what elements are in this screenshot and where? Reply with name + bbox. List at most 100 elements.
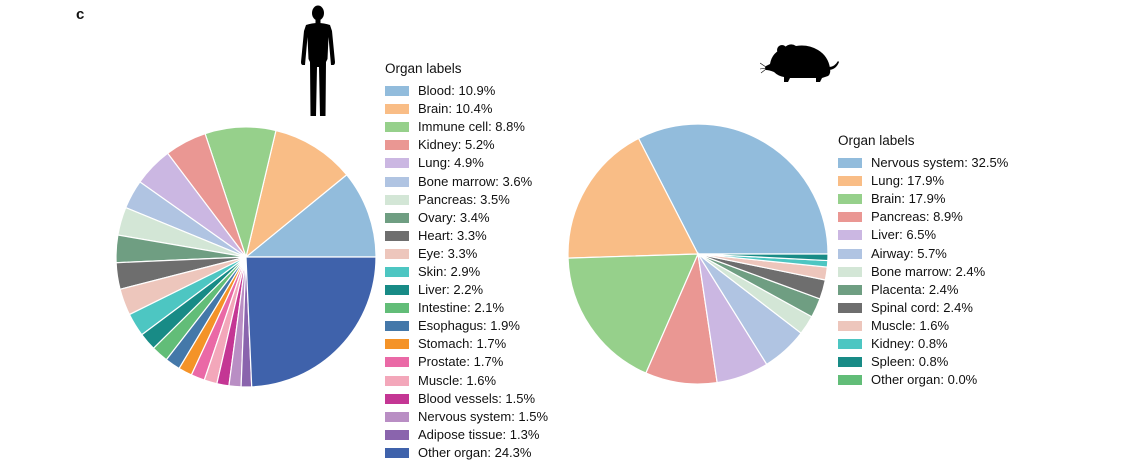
legend-swatch — [385, 357, 409, 368]
mouse-silhouette-icon — [760, 44, 839, 82]
legend-item: Blood vessels: 1.5% — [385, 390, 548, 408]
legend-swatch — [385, 140, 409, 151]
legend-label: Muscle: 1.6% — [418, 372, 497, 388]
human-silhouette-icon — [301, 5, 335, 116]
legend-item: Lung: 4.9% — [385, 154, 548, 172]
legend-swatch — [385, 429, 409, 440]
legend-item: Liver: 2.2% — [385, 281, 548, 299]
legend-label: Other organ: 24.3% — [418, 444, 532, 460]
legend-item: Muscle: 1.6% — [385, 372, 548, 390]
legend-items: Nervous system: 32.5% Lung: 17.9% Brain: 1… — [838, 154, 1008, 389]
legend-label: Heart: 3.3% — [418, 227, 487, 243]
legend-label: Spinal cord: 2.4% — [871, 299, 973, 315]
legend-item: Kidney: 5.2% — [385, 136, 548, 154]
legend-label: Lung: 4.9% — [418, 155, 484, 171]
legend-label: Skin: 2.9% — [418, 263, 481, 279]
legend-swatch — [385, 230, 409, 241]
pie-slice-nervous-system — [637, 123, 829, 255]
legend-swatch — [385, 266, 409, 277]
legend-swatch — [385, 393, 409, 404]
legend-swatch — [385, 194, 409, 205]
legend-label: Stomach: 1.7% — [418, 336, 507, 352]
legend-item: Spleen: 0.8% — [838, 353, 1008, 371]
legend-label: Nervous system: 32.5% — [871, 155, 1009, 171]
legend-label: Intestine: 2.1% — [418, 300, 504, 316]
legend-swatch — [838, 338, 862, 349]
legend-swatch — [385, 375, 409, 386]
legend-swatch — [385, 158, 409, 169]
legend-swatch — [385, 303, 409, 314]
legend-swatch — [838, 302, 862, 313]
legend-swatch — [385, 212, 409, 223]
legend-item: Bone marrow: 3.6% — [385, 172, 548, 190]
legend-swatch — [385, 411, 409, 422]
legend-swatch — [385, 248, 409, 259]
legend-item: Immune cell: 8.8% — [385, 118, 548, 136]
pie-slice-spleen — [697, 253, 829, 262]
legend-swatch — [838, 320, 862, 331]
legend-item: Bone marrow: 2.4% — [838, 263, 1008, 281]
legend-item: Kidney: 0.8% — [838, 335, 1008, 353]
legend-item: Spinal cord: 2.4% — [838, 299, 1008, 317]
legend-item: Adipose tissue: 1.3% — [385, 426, 548, 444]
legend-label: Airway: 5.7% — [871, 245, 947, 261]
legend-swatch — [838, 357, 862, 368]
legend-swatch — [385, 285, 409, 296]
legend-swatch — [838, 284, 862, 295]
legend-label: Spleen: 0.8% — [871, 354, 949, 370]
legend-label: Prostate: 1.7% — [418, 354, 504, 370]
legend-item: Nervous system: 1.5% — [385, 408, 548, 426]
legend-item: Skin: 2.9% — [385, 263, 548, 281]
legend-label: Lung: 17.9% — [871, 173, 945, 189]
legend-items: Blood: 10.9% Brain: 10.4% Immune cell: 8.8… — [385, 82, 548, 462]
legend-item: Stomach: 1.7% — [385, 335, 548, 353]
legend-mouse: Organ labels Nervous system: 32.5% Lung: … — [838, 132, 1008, 389]
legend-label: Adipose tissue: 1.3% — [418, 426, 540, 442]
pie-slice-lung — [567, 137, 699, 259]
legend-item: Heart: 3.3% — [385, 227, 548, 245]
legend-label: Placenta: 2.4% — [871, 281, 959, 297]
legend-swatch — [385, 122, 409, 133]
legend-swatch — [838, 176, 862, 187]
legend-item: Other organ: 24.3% — [385, 444, 548, 462]
legend-swatch — [385, 321, 409, 332]
legend-swatch — [838, 266, 862, 277]
legend-label: Bone marrow: 3.6% — [418, 173, 533, 189]
legend-swatch — [385, 86, 409, 97]
legend-swatch — [838, 375, 862, 386]
legend-item: Nervous system: 32.5% — [838, 154, 1008, 172]
pie-chart-human — [115, 126, 377, 388]
legend-label: Blood vessels: 1.5% — [418, 390, 536, 406]
legend-label: Blood: 10.9% — [418, 83, 496, 99]
legend-label: Liver: 6.5% — [871, 227, 937, 243]
pie-chart-mouse — [567, 123, 829, 385]
pie-slice-other-organ — [245, 256, 377, 388]
legend-label: Immune cell: 8.8% — [418, 119, 525, 135]
legend-item: Esophagus: 1.9% — [385, 317, 548, 335]
legend-item: Pancreas: 3.5% — [385, 191, 548, 209]
legend-swatch — [838, 158, 862, 169]
legend-label: Eye: 3.3% — [418, 245, 478, 261]
pie-slice-brain — [245, 129, 348, 259]
legend-label: Ovary: 3.4% — [418, 209, 490, 225]
pie-slice-brain — [567, 253, 699, 374]
legend-item: Muscle: 1.6% — [838, 317, 1008, 335]
legend-swatch — [838, 194, 862, 205]
legend-item: Placenta: 2.4% — [838, 281, 1008, 299]
legend-label: Pancreas: 3.5% — [418, 191, 510, 207]
legend-label: Nervous system: 1.5% — [418, 408, 549, 424]
panel-label: c — [76, 6, 85, 23]
legend-label: Kidney: 5.2% — [418, 137, 495, 153]
legend-swatch — [385, 339, 409, 350]
legend-item: Prostate: 1.7% — [385, 353, 548, 371]
legend-label: Liver: 2.2% — [418, 282, 484, 298]
legend-swatch — [838, 230, 862, 241]
legend-title: Organ labels — [385, 61, 462, 76]
legend-item: Liver: 6.5% — [838, 226, 1008, 244]
legend-item: Ovary: 3.4% — [385, 209, 548, 227]
legend-item: Brain: 17.9% — [838, 190, 1008, 208]
legend-label: Bone marrow: 2.4% — [871, 263, 986, 279]
legend-label: Pancreas: 8.9% — [871, 209, 963, 225]
legend-swatch — [838, 248, 862, 259]
